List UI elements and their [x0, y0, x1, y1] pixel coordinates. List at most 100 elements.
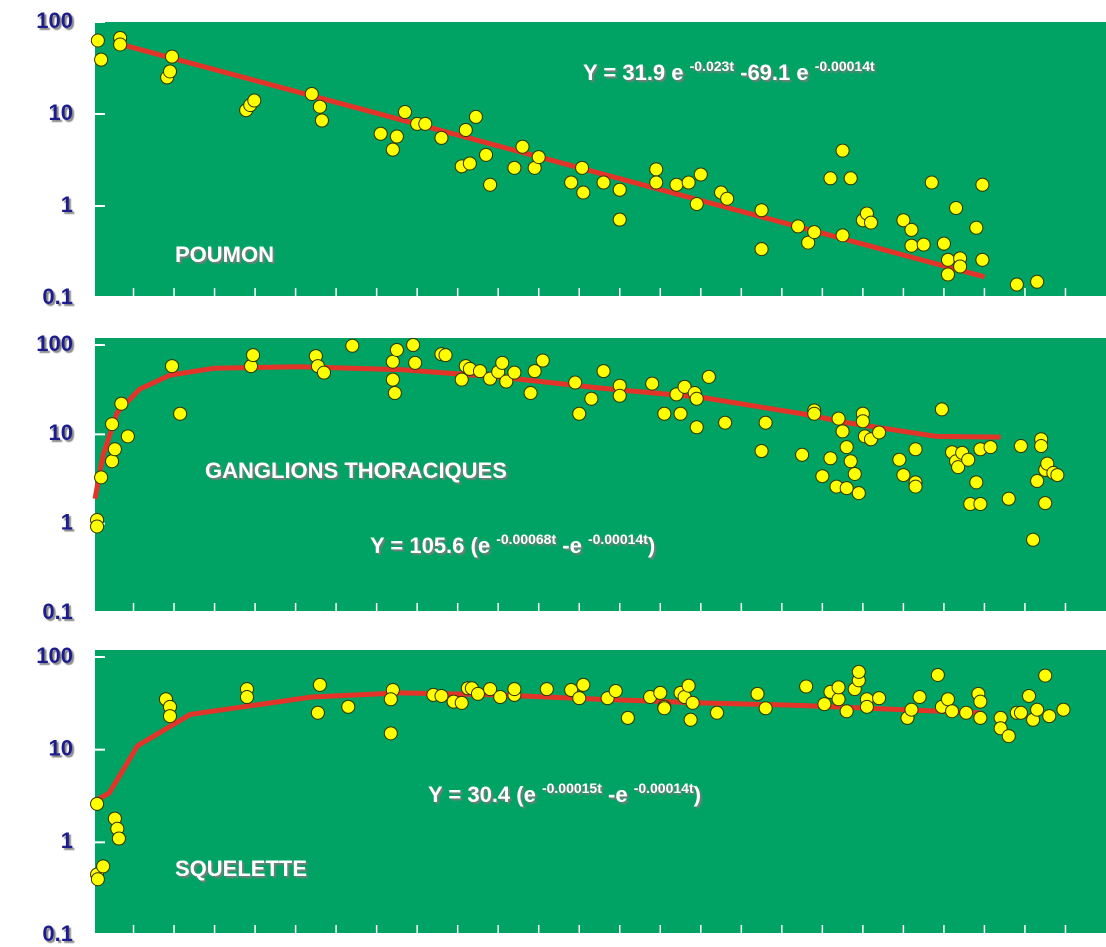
data-point [859, 699, 874, 714]
data-point [831, 680, 846, 695]
panel-label: SQUELETTE [175, 856, 307, 881]
formula: Y = 30.4 (e -0.00015t -e -0.00014t) [428, 780, 701, 807]
data-point [539, 682, 554, 697]
data-point [120, 429, 135, 444]
data-point [835, 143, 850, 158]
data-point [385, 354, 400, 369]
data-point [959, 705, 974, 720]
data-point [111, 831, 126, 846]
data-point [105, 417, 120, 432]
data-point [908, 442, 923, 457]
data-point [434, 130, 449, 145]
data-point [572, 691, 587, 706]
panel-label: POUMON [175, 242, 274, 267]
y-tick-label: 0.1 [42, 921, 73, 946]
data-point [843, 171, 858, 186]
data-point [831, 692, 846, 707]
data-point [90, 519, 105, 534]
data-point [673, 406, 688, 421]
data-point [653, 685, 668, 700]
data-point [710, 705, 725, 720]
y-tick-label: 0.1 [42, 284, 73, 309]
data-point [312, 677, 327, 692]
data-point [912, 690, 927, 705]
panel: 0.1 1 10 100 SQUELETTE Y = 30.4 (e -0.00015t … [36, 643, 1106, 946]
data-point [953, 259, 968, 274]
data-point [398, 105, 413, 120]
data-point [681, 175, 696, 190]
data-point [389, 129, 404, 144]
y-tick-label: 10 [49, 735, 73, 760]
data-point [701, 369, 716, 384]
data-point [247, 93, 262, 108]
data-point [499, 374, 514, 389]
data-point [596, 364, 611, 379]
y-tick-label: 10 [49, 100, 73, 125]
data-point [1026, 532, 1041, 547]
data-point [165, 49, 180, 64]
data-point [316, 365, 331, 380]
data-point [239, 690, 254, 705]
data-point [754, 242, 769, 257]
data-point [973, 694, 988, 709]
data-point [470, 686, 485, 701]
data-point [801, 235, 816, 250]
data-point [872, 691, 887, 706]
data-point [1013, 439, 1028, 454]
data-point [973, 497, 988, 512]
data-point [572, 406, 587, 421]
data-point [657, 701, 672, 716]
data-point [454, 372, 469, 387]
formula-text: Y = 30.4 (e [428, 782, 542, 807]
data-point [468, 109, 483, 124]
data-point [795, 447, 810, 462]
data-point [961, 452, 976, 467]
data-point [568, 375, 583, 390]
data-point [479, 147, 494, 162]
data-point [507, 682, 522, 697]
formula-text: Y = 31.9 e [583, 60, 690, 85]
data-point [835, 424, 850, 439]
data-point [1030, 474, 1045, 489]
data-point [930, 667, 945, 682]
data-point [620, 710, 635, 725]
data-point [162, 64, 177, 79]
data-point [107, 442, 122, 457]
data-point [677, 379, 692, 394]
data-point [387, 386, 402, 401]
data-point [847, 466, 862, 481]
data-point [312, 99, 327, 114]
formula-exponent: -0.023t [690, 58, 735, 74]
data-point [385, 142, 400, 157]
data-point [851, 664, 866, 679]
data-point [940, 692, 955, 707]
data-point [310, 705, 325, 720]
y-tick-label: 1 [61, 828, 73, 853]
data-point [462, 156, 477, 171]
data-point [975, 177, 990, 192]
y-tick-label: 100 [36, 643, 73, 668]
data-point [385, 372, 400, 387]
y-tick-label: 0.1 [42, 599, 73, 624]
data-point [1022, 688, 1037, 703]
data-point [799, 679, 814, 694]
data-point [1038, 496, 1053, 511]
data-point [936, 236, 951, 251]
data-point [969, 475, 984, 490]
data-point [531, 150, 546, 165]
formula-exponent: -0.00068t [496, 531, 556, 547]
data-point [434, 688, 449, 703]
data-point [1001, 491, 1016, 506]
data-point [969, 220, 984, 235]
formula-text: -e [602, 782, 634, 807]
data-point [758, 415, 773, 430]
data-point [114, 396, 129, 411]
y-tick-label: 100 [36, 331, 73, 356]
data-point [1001, 729, 1016, 744]
data-point [493, 690, 508, 705]
data-point [975, 252, 990, 267]
data-point [823, 171, 838, 186]
data-point [1042, 709, 1057, 724]
formula-exponent: -0.00015t [542, 780, 602, 796]
